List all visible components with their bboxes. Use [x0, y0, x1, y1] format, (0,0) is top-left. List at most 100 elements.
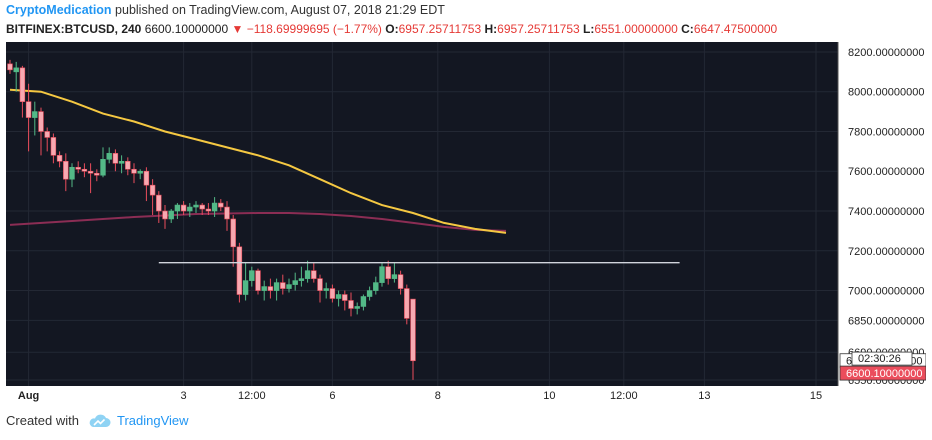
candle-body: [162, 210, 168, 220]
candle: [32, 101, 38, 136]
price-tick-label: 7200.00000000: [848, 246, 924, 258]
candle-body: [379, 266, 385, 283]
candle: [81, 163, 88, 178]
open-label: O:: [385, 22, 399, 36]
candle: [69, 163, 75, 188]
candle-body: [50, 137, 57, 156]
high-value: 6957.25711753: [497, 22, 580, 36]
candle: [298, 266, 305, 287]
candle: [19, 65, 26, 118]
candle: [255, 268, 261, 295]
candle-body: [131, 168, 137, 174]
candle-body: [7, 63, 13, 71]
time-tick-label: 10: [543, 390, 555, 402]
candle: [329, 284, 336, 303]
candle-body: [187, 206, 193, 212]
high-label: H:: [484, 22, 498, 36]
countdown-text: 02:30:26: [858, 353, 901, 365]
candle: [44, 127, 50, 152]
candle-body: [249, 270, 255, 281]
candle: [94, 169, 100, 182]
price-chart[interactable]: 8200.00000000 8000.00000000 7800.00000000 7…: [6, 42, 926, 402]
ma-slow-line: [9, 212, 507, 232]
close-label: C:: [681, 22, 694, 36]
candle-body: [311, 270, 317, 279]
time-tick-label: 8: [435, 390, 441, 402]
candle-body: [366, 290, 373, 297]
candle-body: [304, 270, 311, 279]
candle: [236, 242, 243, 303]
candle: [75, 161, 81, 174]
current-price-tag-text: 6600.10000000: [846, 368, 922, 380]
candle: [50, 133, 57, 164]
candle-body: [230, 218, 236, 248]
candle-body: [391, 274, 398, 279]
time-tick-label: 6: [329, 390, 335, 402]
author-link[interactable]: CryptoMedication: [6, 3, 112, 17]
candle-body: [193, 204, 199, 208]
candle: [379, 262, 385, 287]
candle-body: [168, 210, 174, 220]
candle: [168, 209, 174, 223]
candle: [348, 292, 354, 317]
footer: Created with TradingView: [6, 413, 189, 428]
time-axis[interactable]: [6, 386, 838, 402]
candle: [385, 260, 391, 285]
current-price-tag: 6600.10000000: [839, 365, 926, 381]
candle-body: [286, 284, 292, 289]
grid: [6, 42, 838, 386]
candle: [125, 157, 131, 176]
candle: [249, 266, 255, 287]
candle-body: [180, 204, 187, 212]
ticker-change: −118.69999695 (−1.77%): [246, 22, 382, 36]
candle-body: [273, 282, 280, 291]
countdown-tag: 02:30:26: [851, 351, 913, 366]
candle: [131, 163, 137, 184]
candle: [100, 147, 106, 178]
candle: [118, 155, 125, 174]
publish-header: CryptoMedication published on TradingVie…: [6, 3, 445, 17]
candle: [106, 147, 112, 164]
candle: [38, 107, 44, 156]
candle: [267, 278, 274, 299]
low-label: L:: [583, 22, 595, 36]
candle-body: [397, 274, 404, 289]
tradingview-link[interactable]: TradingView: [116, 413, 189, 428]
tradingview-cloud-icon: [89, 414, 111, 427]
candle-body: [292, 280, 298, 285]
candle: [13, 61, 19, 92]
candle-body: [63, 161, 69, 180]
time-tick-label: 15: [810, 390, 822, 402]
candle-body: [19, 67, 26, 102]
candle: [156, 191, 162, 223]
candle-body: [323, 288, 329, 291]
close-value: 6647.47500000: [693, 22, 778, 36]
candle-body: [224, 206, 230, 220]
time-tick-label: 12:00: [238, 390, 266, 402]
price-axis[interactable]: [838, 42, 926, 386]
candle: [342, 290, 348, 311]
candle: [261, 280, 267, 301]
candle-body: [199, 204, 205, 210]
candle-body: [404, 288, 410, 319]
plot-area[interactable]: [6, 42, 838, 386]
candle: [366, 286, 373, 301]
candle: [193, 201, 199, 214]
candle-body: [106, 153, 112, 160]
candle-body: [69, 166, 75, 180]
candle-body: [100, 159, 106, 176]
candle-body: [385, 266, 391, 279]
candle-body: [75, 166, 81, 170]
candle-body: [255, 270, 261, 291]
candle: [304, 260, 311, 283]
candle: [211, 197, 218, 217]
time-axis-labels: Aug 3 12:00 6 8 10 12:00 13 15: [18, 390, 822, 402]
price-tick-label: 7400.00000000: [848, 206, 924, 218]
candle: [205, 203, 212, 215]
moving-averages: [9, 88, 507, 234]
time-tick-label: 13: [698, 390, 710, 402]
ma-fast-line: [9, 88, 507, 234]
candle-body: [218, 202, 224, 208]
candle-body: [360, 296, 367, 307]
